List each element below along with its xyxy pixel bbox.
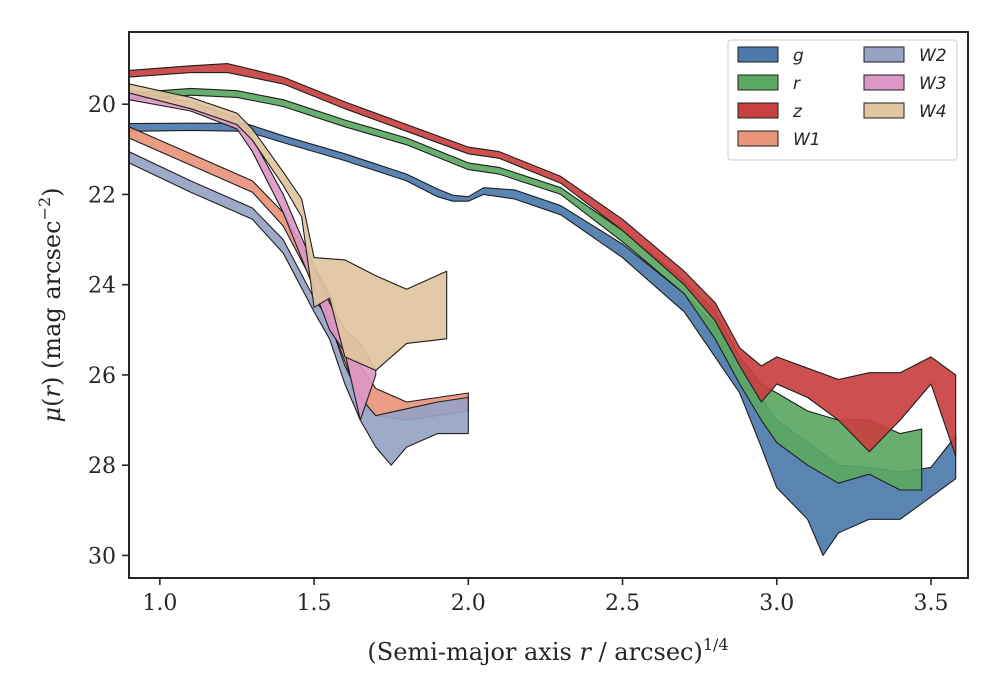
y-axis-label: μ(r) (mag arcsec−2): [35, 187, 66, 422]
legend-swatch-w4: [863, 102, 905, 119]
legend-swatch-w1: [737, 130, 779, 147]
legend-box: [727, 39, 958, 161]
x-tick-label: 2.0: [451, 591, 486, 616]
x-tick-label: 3.5: [913, 591, 948, 616]
legend-swatch-w3: [863, 74, 905, 91]
y-tick-label: 20: [88, 93, 116, 118]
x-tick-label: 2.5: [605, 591, 640, 616]
legend-swatch-w2: [863, 46, 905, 63]
legend-label-w4: W4: [919, 102, 947, 122]
legend-label-w2: W2: [919, 46, 947, 66]
y-tick-label: 26: [88, 364, 116, 389]
band-z: [129, 63, 957, 457]
legend-swatch-z: [737, 102, 779, 119]
band-g: [129, 122, 957, 556]
legend-label-w3: W3: [919, 74, 947, 94]
plot-frame: [128, 31, 969, 579]
legend-swatch-g: [737, 46, 779, 63]
band-r: [129, 87, 923, 491]
legend: grz W1 W2 W3 W4: [727, 39, 958, 161]
tick-layer: 1.0 1.5 2.0 2.5 3.0 3.5 20 22 24 26 28 30: [88, 93, 948, 616]
legend-label-r: r: [793, 74, 801, 94]
legend-label-w1: W1: [793, 130, 821, 150]
x-tick-label: 3.0: [759, 591, 794, 616]
legend-label-g: g: [793, 46, 804, 66]
band-w4: [129, 83, 448, 371]
y-tick-label: 30: [88, 544, 116, 569]
y-tick-label: 24: [88, 274, 116, 299]
x-tick-label: 1.0: [142, 591, 177, 616]
band-w3: [129, 90, 377, 421]
band-layer: [129, 63, 957, 556]
x-axis-label: (Semi-major axis r / arcsec)1/4: [367, 635, 728, 666]
legend-swatch-r: [737, 74, 779, 91]
legend-label-z: z: [792, 102, 803, 122]
y-tick-label: 28: [88, 454, 116, 479]
y-tick-label: 22: [88, 183, 116, 208]
x-tick-label: 1.5: [297, 591, 332, 616]
